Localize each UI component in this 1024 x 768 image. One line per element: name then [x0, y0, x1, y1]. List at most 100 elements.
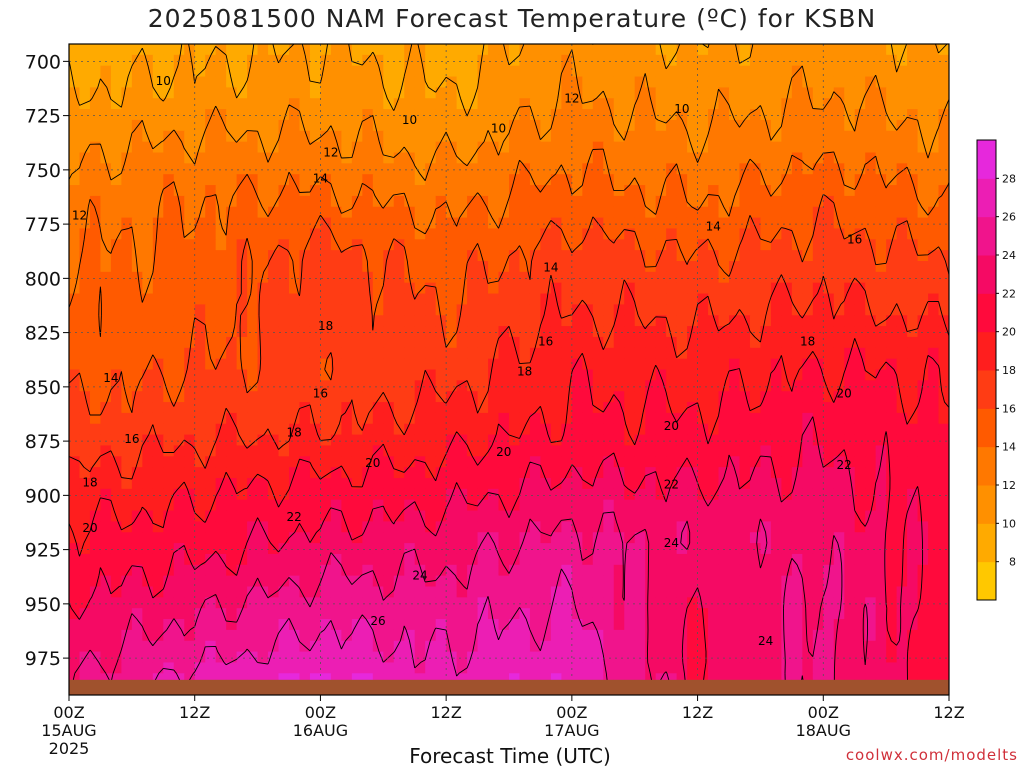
field-cell	[739, 271, 751, 284]
field-cell	[330, 174, 342, 186]
field-cell	[582, 478, 594, 490]
field-cell	[718, 239, 730, 251]
field-cell	[142, 521, 154, 533]
field-cell	[69, 412, 81, 425]
field-cell	[613, 434, 625, 447]
field-cell	[194, 109, 206, 121]
field-cell	[760, 174, 772, 186]
field-cell	[749, 87, 762, 99]
field-cell	[89, 65, 102, 78]
field-cell	[812, 597, 824, 609]
field-cell	[624, 65, 636, 78]
field-cell	[770, 239, 782, 251]
field-cell	[781, 553, 793, 566]
field-cell	[477, 619, 489, 631]
field-cell	[446, 445, 458, 457]
field-cell	[142, 391, 154, 403]
field-cell	[498, 629, 510, 642]
field-cell	[676, 629, 688, 642]
field-cell	[896, 282, 908, 295]
field-cell	[865, 423, 877, 436]
field-cell	[791, 358, 803, 371]
field-cell	[739, 673, 751, 685]
field-cell	[529, 54, 542, 67]
field-cell	[529, 206, 542, 219]
field-cell	[760, 488, 772, 501]
field-cell	[812, 174, 824, 186]
field-cell	[131, 553, 143, 566]
field-cell	[362, 217, 374, 230]
field-cell	[823, 206, 835, 219]
field-cell	[299, 271, 311, 284]
field-cell	[676, 119, 688, 132]
field-cell	[812, 185, 824, 197]
field-cell	[467, 402, 479, 414]
field-cell	[592, 347, 604, 360]
field-cell	[613, 326, 625, 338]
field-cell	[582, 532, 594, 544]
field-cell	[142, 510, 154, 522]
field-cell	[509, 543, 521, 555]
field-cell	[540, 499, 552, 512]
field-cell	[529, 293, 542, 305]
field-cell	[152, 76, 164, 88]
field-cell	[247, 402, 259, 414]
field-cell	[110, 380, 122, 392]
field-cell	[393, 358, 405, 371]
field-cell	[603, 575, 615, 588]
field-cell	[404, 250, 416, 262]
field-cell	[289, 304, 301, 316]
field-cell	[456, 619, 468, 631]
field-cell	[131, 640, 143, 653]
field-cell	[467, 423, 479, 436]
field-cell	[529, 564, 542, 577]
field-cell	[152, 87, 164, 99]
field-cell	[194, 304, 206, 316]
field-cell	[938, 499, 949, 512]
field-cell	[886, 239, 898, 251]
field-cell	[142, 467, 154, 479]
field-cell	[110, 553, 122, 566]
field-cell	[529, 358, 542, 371]
field-cell	[142, 271, 154, 284]
field-cell	[330, 304, 342, 316]
field-cell	[236, 510, 248, 522]
field-cell	[278, 445, 290, 457]
field-cell	[519, 629, 531, 642]
field-cell	[561, 119, 573, 132]
field-cell	[184, 380, 196, 392]
field-cell	[634, 445, 646, 457]
field-cell	[561, 662, 573, 674]
field-cell	[729, 456, 741, 468]
field-cell	[498, 651, 510, 664]
field-cell	[121, 586, 133, 598]
field-cell	[142, 76, 154, 88]
field-cell	[624, 87, 636, 99]
field-cell	[561, 586, 573, 598]
field-cell	[802, 293, 814, 305]
field-cell	[362, 293, 374, 305]
field-cell	[309, 347, 322, 360]
field-cell	[330, 347, 342, 360]
field-cell	[425, 130, 437, 143]
field-cell	[467, 640, 479, 653]
field-cell	[184, 629, 196, 642]
field-cell	[603, 54, 615, 67]
field-cell	[467, 445, 479, 457]
field-cell	[320, 662, 332, 674]
field-cell	[550, 174, 562, 186]
field-cell	[812, 608, 824, 620]
field-cell	[341, 261, 353, 273]
field-cell	[152, 293, 164, 305]
field-cell	[917, 65, 929, 78]
field-cell	[833, 347, 845, 360]
field-cell	[425, 597, 437, 609]
field-cell	[351, 228, 363, 240]
field-cell	[215, 456, 227, 468]
field-cell	[404, 326, 416, 338]
field-cell	[854, 586, 866, 598]
field-cell	[760, 586, 772, 598]
field-cell	[330, 239, 342, 251]
field-cell	[603, 510, 615, 522]
field-cell	[770, 206, 782, 219]
